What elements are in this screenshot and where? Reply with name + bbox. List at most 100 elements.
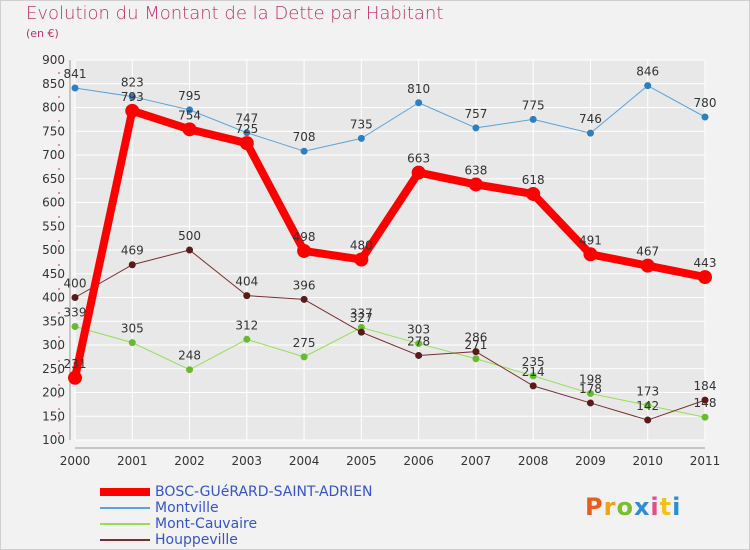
data-point — [125, 103, 140, 118]
y-tick-label: 900 — [42, 53, 65, 67]
data-label: 469 — [121, 244, 144, 258]
data-label: 305 — [121, 322, 144, 336]
data-point — [411, 165, 426, 180]
legend-swatch — [100, 507, 150, 509]
data-label: 184 — [694, 379, 717, 393]
data-label: 618 — [522, 173, 545, 187]
legend-label: Mont-Cauvaire — [155, 516, 258, 532]
logo-letter: o — [616, 493, 634, 521]
x-tick-label: 2005 — [346, 454, 377, 468]
data-label: 214 — [522, 365, 545, 379]
data-label: 400 — [64, 277, 87, 291]
y-tick-label: 650 — [42, 172, 65, 186]
data-point — [297, 243, 312, 258]
y-tick-label: 700 — [42, 148, 65, 162]
data-point — [415, 351, 423, 359]
data-point — [583, 247, 598, 262]
data-point — [128, 339, 136, 347]
data-point — [243, 292, 251, 300]
y-tick-label: 800 — [42, 101, 65, 115]
logo-letter: i — [672, 493, 682, 521]
x-tick-label: 2007 — [461, 454, 492, 468]
data-point — [300, 147, 308, 155]
data-label: 337 — [350, 306, 373, 320]
data-point — [472, 355, 480, 363]
data-label: 396 — [293, 278, 316, 292]
legend-label: BOSC-GUéRARD-SAINT-ADRIEN — [155, 484, 373, 500]
y-tick-label: 300 — [42, 338, 65, 352]
data-point — [71, 294, 79, 301]
series-line — [74, 325, 706, 418]
data-point — [586, 399, 594, 407]
data-label: 498 — [293, 230, 316, 244]
y-tick-label: 450 — [42, 267, 65, 281]
data-label: 823 — [121, 76, 144, 90]
data-point — [529, 115, 537, 123]
data-label: 404 — [235, 275, 258, 289]
data-label: 746 — [579, 112, 602, 126]
data-label: 178 — [579, 382, 602, 396]
data-point — [586, 129, 594, 137]
data-label: 500 — [178, 229, 201, 243]
data-point — [644, 82, 652, 90]
data-point — [71, 84, 79, 92]
data-point — [128, 261, 136, 269]
data-label: 793 — [121, 90, 144, 104]
y-tick-label: 750 — [42, 124, 65, 138]
x-tick-label: 2001 — [117, 454, 148, 468]
data-label: 780 — [694, 96, 717, 110]
proxiti-logo: Proxiti — [585, 493, 681, 521]
data-label: 757 — [464, 107, 487, 121]
data-label: 271 — [464, 338, 487, 352]
data-point — [529, 382, 537, 390]
x-tick-label: 2006 — [403, 454, 434, 468]
data-label: 795 — [178, 89, 201, 103]
legend-swatch — [100, 488, 150, 496]
data-point — [586, 389, 594, 397]
data-point — [239, 136, 254, 151]
data-label: 286 — [464, 331, 487, 345]
logo-letter: i — [650, 493, 660, 521]
logo-letter: t — [659, 493, 673, 521]
x-tick-label: 2008 — [518, 454, 549, 468]
data-point — [243, 129, 251, 137]
y-tick-label: 400 — [42, 291, 65, 305]
data-point — [644, 401, 652, 409]
data-point — [357, 134, 365, 142]
data-label: 491 — [579, 233, 602, 247]
legend-swatch — [100, 523, 150, 525]
legend-label: Houppeville — [155, 532, 238, 548]
data-label: 846 — [636, 65, 659, 79]
x-tick-label: 2010 — [632, 454, 663, 468]
data-point — [128, 93, 136, 101]
data-label: 327 — [350, 311, 373, 325]
data-label: 480 — [350, 239, 373, 253]
data-label: 747 — [235, 112, 258, 126]
data-point — [701, 396, 709, 404]
logo-letter: P — [585, 493, 604, 521]
data-label: 638 — [464, 163, 487, 177]
data-point — [701, 113, 709, 121]
data-label: 841 — [64, 67, 87, 81]
legend-item: Montville — [100, 500, 430, 516]
data-point — [415, 99, 423, 107]
y-tick-label: 200 — [42, 386, 65, 400]
series-line — [74, 249, 706, 421]
data-point — [243, 335, 251, 343]
unit-label: (en €) — [26, 27, 59, 40]
x-tick-label: 2009 — [575, 454, 606, 468]
legend-swatch — [100, 539, 150, 541]
x-tick-label: 2000 — [60, 454, 91, 468]
data-label: 735 — [350, 117, 373, 131]
data-label: 198 — [579, 372, 602, 386]
data-label: 248 — [178, 349, 201, 363]
data-point — [644, 416, 652, 424]
legend-item: Mont-Cauvaire — [100, 516, 430, 532]
y-tick-label: 500 — [42, 243, 65, 257]
data-label: 663 — [407, 152, 430, 166]
y-tick-label: 550 — [42, 219, 65, 233]
data-point — [71, 322, 79, 330]
y-tick-label: 250 — [42, 362, 65, 376]
data-point — [186, 106, 194, 114]
data-point — [186, 366, 194, 374]
